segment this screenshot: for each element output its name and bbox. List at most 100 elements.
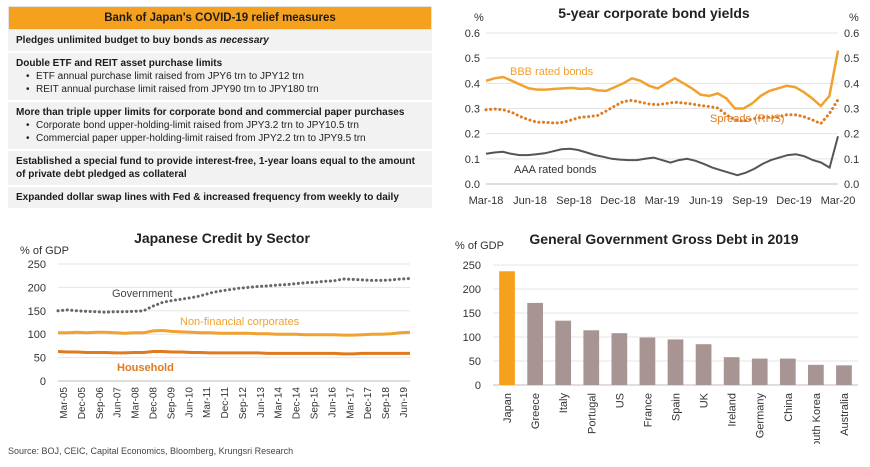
x-tick-label: Jun-16 bbox=[327, 387, 338, 418]
y-tick-label: 50 bbox=[34, 353, 46, 365]
measure-heading-text: More than triple upper limits for corpor… bbox=[16, 107, 405, 118]
series-label: Government bbox=[112, 288, 173, 300]
x-tick-label: France bbox=[642, 393, 654, 427]
measure-row: Established a special fund to provide in… bbox=[8, 151, 432, 187]
x-tick-label: Mar-20 bbox=[821, 195, 856, 207]
chart-title: Japanese Credit by Sector bbox=[134, 230, 310, 246]
x-tick-label: Mar-05 bbox=[59, 387, 70, 419]
measure-bullets: ETF annual purchase limit raised from JP… bbox=[16, 70, 424, 96]
x-tick-label: Germany bbox=[755, 393, 767, 439]
bar bbox=[751, 358, 768, 385]
measure-bullet: Commercial paper upper-holding-limit rai… bbox=[26, 132, 424, 145]
table-title: Bank of Japan's COVID-19 relief measures bbox=[8, 6, 432, 30]
x-tick-label: Mar-11 bbox=[202, 387, 213, 418]
y-tick-label-left: 0.0 bbox=[465, 179, 480, 191]
y-tick-label: 0 bbox=[40, 376, 46, 388]
x-tick-label: Portugal bbox=[586, 393, 598, 434]
x-tick-label: Jun-13 bbox=[256, 387, 267, 418]
measure-heading-text: Expanded dollar swap lines with Fed & in… bbox=[16, 192, 399, 203]
gross-debt-chart: General Government Gross Debt in 2019 % o… bbox=[455, 231, 858, 444]
y-tick-label-left: 0.6 bbox=[465, 28, 480, 40]
measure-bullet: Corporate bond upper-holding-limit raise… bbox=[26, 119, 424, 132]
y-axis-label: % of GDP bbox=[20, 245, 69, 257]
x-tick-label: Jun-19 bbox=[399, 387, 410, 418]
y-axis-label: % of GDP bbox=[455, 240, 504, 252]
x-tick-label: Greece bbox=[530, 393, 542, 429]
x-tick-label: Dec-19 bbox=[776, 195, 811, 207]
x-tick-label: Sep-12 bbox=[238, 387, 249, 420]
x-tick-label: Dec-17 bbox=[363, 387, 374, 420]
measure-row: More than triple upper limits for corpor… bbox=[8, 102, 432, 151]
series-label: Household bbox=[117, 362, 174, 374]
y-tick-label-left: 0.1 bbox=[465, 154, 480, 166]
y-tick-label-right: 0.6 bbox=[844, 28, 859, 40]
measure-row: Expanded dollar swap lines with Fed & in… bbox=[8, 187, 432, 210]
bar bbox=[695, 344, 712, 385]
chart-title: 5-year corporate bond yields bbox=[558, 5, 750, 21]
y-tick-label-left: 0.5 bbox=[465, 53, 480, 65]
y-tick-label-right: 0.1 bbox=[844, 154, 859, 166]
x-tick-label: Italy bbox=[558, 393, 570, 414]
y-tick-label: 100 bbox=[463, 332, 481, 344]
x-tick-label: Sep-18 bbox=[381, 387, 392, 420]
x-tick-label: Japan bbox=[502, 393, 514, 423]
y-axis-label-right: % bbox=[849, 12, 859, 24]
measure-heading: Pledges unlimited budget to buy bonds as… bbox=[16, 34, 424, 47]
series-line bbox=[485, 135, 839, 177]
y-tick-label-right: 0.0 bbox=[844, 179, 859, 191]
x-tick-label: Sep-15 bbox=[310, 387, 321, 420]
chart-title: General Government Gross Debt in 2019 bbox=[529, 231, 798, 247]
x-tick-label: Jun-18 bbox=[513, 195, 547, 207]
series-label: BBB rated bonds bbox=[510, 66, 594, 78]
table-rows: Pledges unlimited budget to buy bonds as… bbox=[8, 30, 432, 210]
x-tick-label: UK bbox=[699, 392, 711, 408]
y-tick-label-left: 0.2 bbox=[465, 129, 480, 141]
x-tick-label: Ireland bbox=[727, 393, 739, 427]
y-tick-label: 50 bbox=[469, 356, 481, 368]
x-tick-label: Dec-14 bbox=[292, 387, 303, 420]
y-tick-label-left: 0.4 bbox=[465, 78, 480, 90]
y-tick-label: 150 bbox=[28, 306, 46, 318]
series-line bbox=[57, 350, 410, 356]
x-tick-label: China bbox=[783, 392, 795, 422]
x-tick-label: Sep-18 bbox=[556, 195, 591, 207]
bar bbox=[499, 271, 515, 385]
y-tick-label-right: 0.3 bbox=[844, 104, 859, 116]
bar bbox=[723, 357, 740, 385]
series-line bbox=[484, 98, 840, 126]
x-tick-label: Jun-07 bbox=[113, 387, 124, 418]
bar bbox=[611, 333, 628, 385]
series-label: Spreads (RHS) bbox=[710, 113, 785, 125]
measure-bullets: Corporate bond upper-holding-limit raise… bbox=[16, 119, 424, 145]
x-tick-label: Dec-18 bbox=[600, 195, 635, 207]
boj-measures-table: Bank of Japan's COVID-19 relief measures… bbox=[8, 6, 432, 210]
series-label: Non-financial corporates bbox=[180, 316, 300, 328]
x-tick-label: Dec-05 bbox=[77, 387, 88, 420]
x-tick-label: Mar-14 bbox=[274, 387, 285, 419]
measure-row: Double ETF and REIT asset purchase limit… bbox=[8, 53, 432, 102]
x-tick-label: Sep-19 bbox=[732, 195, 767, 207]
x-tick-label: Jun-19 bbox=[689, 195, 723, 207]
bar bbox=[527, 302, 543, 385]
measure-heading: Expanded dollar swap lines with Fed & in… bbox=[16, 191, 424, 204]
x-tick-label: US bbox=[614, 393, 626, 408]
bar bbox=[836, 365, 852, 385]
y-tick-label: 100 bbox=[28, 329, 46, 341]
y-tick-label-left: 0.3 bbox=[465, 104, 480, 116]
y-tick-label-right: 0.2 bbox=[844, 129, 859, 141]
measure-heading-text: Double ETF and REIT asset purchase limit… bbox=[16, 58, 223, 69]
y-tick-label-right: 0.5 bbox=[844, 53, 859, 65]
credit-by-sector-chart: Japanese Credit by Sector % of GDP 0 50 100 1… bbox=[20, 230, 412, 420]
measure-bullet: REIT annual purchase limit raised from J… bbox=[26, 83, 424, 96]
bond-yields-chart: 5-year corporate bond yields% % 0.0 0.0 0.1 0… bbox=[465, 5, 860, 207]
y-tick-label: 0 bbox=[475, 380, 481, 392]
bar bbox=[555, 320, 572, 385]
measure-heading: Double ETF and REIT asset purchase limit… bbox=[16, 57, 424, 70]
bar bbox=[639, 337, 656, 385]
series-label: AAA rated bonds bbox=[514, 164, 597, 176]
bar bbox=[779, 358, 796, 385]
y-tick-label-right: 0.4 bbox=[844, 78, 859, 90]
series-line bbox=[56, 277, 412, 314]
y-tick-label: 200 bbox=[28, 282, 46, 294]
measure-heading-italic: as necessary bbox=[206, 35, 269, 46]
